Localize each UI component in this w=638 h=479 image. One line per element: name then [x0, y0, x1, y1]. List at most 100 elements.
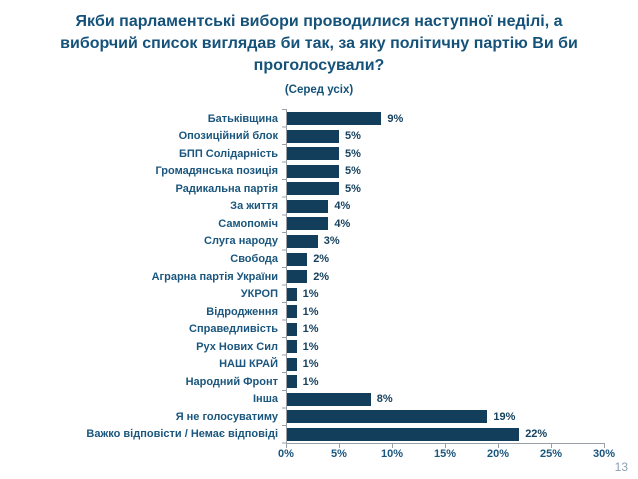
- value-label: 1%: [302, 323, 319, 336]
- chart-title-line: виборчий список виглядав би так, за яку …: [60, 35, 578, 52]
- chart-row: Інша 8%: [0, 391, 638, 409]
- category-label: БПП Солідарність: [179, 147, 278, 160]
- bar-track: 5%: [286, 145, 604, 163]
- x-axis-line: [286, 443, 605, 444]
- x-axis-tick: [392, 444, 393, 448]
- chart-row: БПП Солідарність 5%: [0, 145, 638, 163]
- value-label: 5%: [345, 182, 361, 195]
- value-label: 8%: [376, 393, 393, 406]
- bar-track: 3%: [286, 233, 604, 251]
- bar: [286, 252, 308, 266]
- bar: [286, 322, 297, 336]
- bar: [286, 147, 339, 161]
- value-label: 2%: [313, 253, 330, 266]
- bar: [286, 234, 318, 248]
- chart-row: Аграрна партія України 2%: [0, 268, 638, 286]
- bar: [286, 112, 382, 126]
- value-label: 5%: [345, 147, 361, 160]
- chart-title: Якби парламентські вибори проводилися на…: [0, 11, 638, 77]
- x-axis-tick: [551, 444, 552, 448]
- value-label: 5%: [345, 130, 361, 143]
- chart-row: Слуга народу 3%: [0, 233, 638, 251]
- x-axis-tick: [445, 444, 446, 448]
- bar-track: 4%: [286, 215, 604, 233]
- chart-row: Громадянська позиція 5%: [0, 163, 638, 181]
- category-label: Я не голосуватиму: [175, 410, 278, 423]
- bar: [286, 392, 371, 406]
- x-axis-tick-label: 20%: [486, 448, 510, 460]
- bar: [286, 427, 520, 441]
- category-label: НАШ КРАЙ: [219, 358, 278, 371]
- category-label: Інша: [253, 393, 278, 406]
- bar: [286, 340, 297, 354]
- x-axis-tick: [498, 444, 499, 448]
- bar: [286, 375, 297, 389]
- category-label: Відродження: [206, 305, 278, 318]
- x-axis-tick-label: 15%: [433, 448, 457, 460]
- bar: [286, 129, 339, 143]
- bar: [286, 305, 297, 319]
- value-label: 19%: [493, 410, 516, 423]
- value-label: 4%: [334, 217, 351, 230]
- x-axis-tick-label: 30%: [592, 448, 616, 460]
- value-label: 4%: [334, 200, 351, 213]
- value-label: 1%: [302, 375, 319, 388]
- x-axis-tick: [339, 444, 340, 448]
- bar-track: 5%: [286, 163, 604, 181]
- x-axis-labels: 0% 5% 10% 15% 20% 25% 30%: [278, 448, 615, 462]
- bar: [286, 357, 297, 371]
- x-axis-tick-label: 10%: [380, 448, 404, 460]
- category-label: Слуга народу: [204, 235, 278, 248]
- value-label: 3%: [323, 235, 340, 248]
- chart-title-line: проголосували?: [253, 57, 385, 74]
- bar-track: 22%: [286, 426, 604, 444]
- bar: [286, 164, 339, 178]
- chart-row: Батьківщина 9%: [0, 110, 638, 128]
- value-label: 1%: [302, 340, 319, 353]
- value-label: 2%: [313, 270, 330, 283]
- bar-track: 1%: [286, 285, 604, 303]
- y-axis-line: [286, 109, 287, 444]
- chart-row: Справедливість 1%: [0, 320, 638, 338]
- category-label: Народний Фронт: [185, 375, 278, 388]
- page-number: 13: [614, 460, 628, 474]
- value-label: 1%: [302, 305, 319, 318]
- chart-row: Відродження 1%: [0, 303, 638, 321]
- bar-track: 19%: [286, 408, 604, 426]
- bar-track: 1%: [286, 355, 604, 373]
- chart-row: За життя 4%: [0, 198, 638, 216]
- chart-row: НАШ КРАЙ 1%: [0, 355, 638, 373]
- bar-track: 1%: [286, 303, 604, 321]
- category-label: Справедливість: [189, 323, 278, 336]
- value-label: 9%: [387, 112, 404, 125]
- category-label: Аграрна партія України: [151, 270, 278, 283]
- bar: [286, 270, 308, 284]
- chart-row: Народний Фронт 1%: [0, 373, 638, 391]
- bar: [286, 287, 297, 301]
- bar-track: 8%: [286, 391, 604, 409]
- bar-track: 1%: [286, 338, 604, 356]
- value-label: 22%: [525, 428, 548, 441]
- value-label: 1%: [302, 288, 319, 301]
- bar-track: 1%: [286, 373, 604, 391]
- x-axis-tick: [604, 444, 605, 448]
- category-label: За життя: [230, 200, 278, 213]
- category-label: Важко відповісти / Немає відповіді: [86, 428, 278, 441]
- chart-row: Самопоміч 4%: [0, 215, 638, 233]
- chart-title-line: Якби парламентські вибори проводилися на…: [75, 13, 563, 30]
- category-label: Громадянська позиція: [155, 165, 278, 178]
- chart-row: Важко відповісти / Немає відповіді 22%: [0, 426, 638, 444]
- category-label: Опозиційний блок: [178, 130, 278, 143]
- bar: [286, 182, 339, 196]
- bar-track: 2%: [286, 250, 604, 268]
- y-axis-ticks: [282, 109, 286, 445]
- bar-chart: Батьківщина 9% Опозиційний блок 5% БПП Солід…: [0, 110, 638, 443]
- bar: [286, 217, 329, 231]
- bar: [286, 199, 329, 213]
- x-axis-tick: [286, 444, 287, 448]
- category-label: Самопоміч: [218, 217, 278, 230]
- x-axis-tick-label: 5%: [331, 448, 347, 460]
- value-label: 5%: [345, 165, 361, 178]
- chart-row: Я не голосуватиму 19%: [0, 408, 638, 426]
